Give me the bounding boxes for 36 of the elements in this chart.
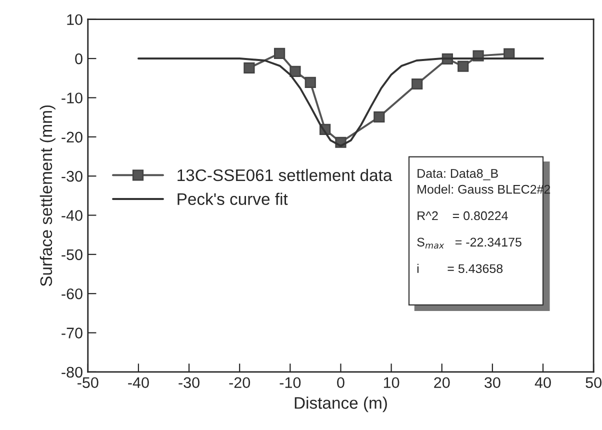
y-tick-label: -20 [62, 132, 82, 143]
point [374, 111, 385, 122]
point [458, 60, 469, 72]
annotation: i = 5.43658 [417, 264, 503, 274]
x-tick-label: 0 [337, 377, 344, 388]
y-tick-label: -10 [62, 92, 82, 104]
x-tick-label: -10 [280, 377, 301, 388]
y-tick-label: -70 [62, 328, 82, 338]
legend-label: Peck's curve fit [178, 192, 288, 206]
x-tick-label: 20 [434, 377, 450, 388]
point [274, 48, 286, 59]
x-tick-label: 40 [534, 377, 551, 388]
y-tick-label: -30 [62, 170, 82, 182]
x-tick-label: -50 [78, 377, 98, 388]
y-tick-label: -50 [62, 249, 82, 260]
point [290, 66, 301, 78]
x-tick-label: 10 [384, 377, 400, 388]
x-axis-title: Distance (m) [294, 396, 387, 412]
y-tick-label: 10 [67, 14, 82, 26]
legend-label: 13C-SSE061 settlement data [178, 168, 392, 182]
point [244, 62, 255, 74]
y-tick-label: -60 [62, 288, 82, 300]
x-tick-label: -20 [229, 377, 250, 388]
y-axis-title: Surface settlement (mm) [40, 105, 56, 286]
x-tick-label: -40 [128, 377, 149, 388]
x-tick-label: 50 [586, 377, 602, 388]
annotation: R^2 = 0.80224 [418, 211, 508, 220]
y-tick-label: 0 [75, 53, 82, 64]
y-tick-label: -80 [62, 366, 82, 378]
text: S$_{max}$ = -22.34175 [417, 238, 522, 249]
point [412, 78, 423, 90]
x-tick-label: 30 [484, 377, 500, 388]
x-tick-label: -30 [178, 377, 200, 388]
y-tick-label: -40 [62, 210, 82, 221]
annotation: Data: Data8_B [418, 169, 498, 180]
point [304, 76, 316, 88]
